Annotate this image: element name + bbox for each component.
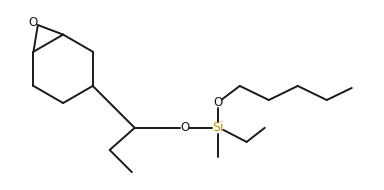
Text: O: O [28, 16, 37, 29]
Text: O: O [180, 121, 189, 134]
Text: O: O [213, 96, 222, 109]
Text: Si: Si [212, 121, 223, 134]
